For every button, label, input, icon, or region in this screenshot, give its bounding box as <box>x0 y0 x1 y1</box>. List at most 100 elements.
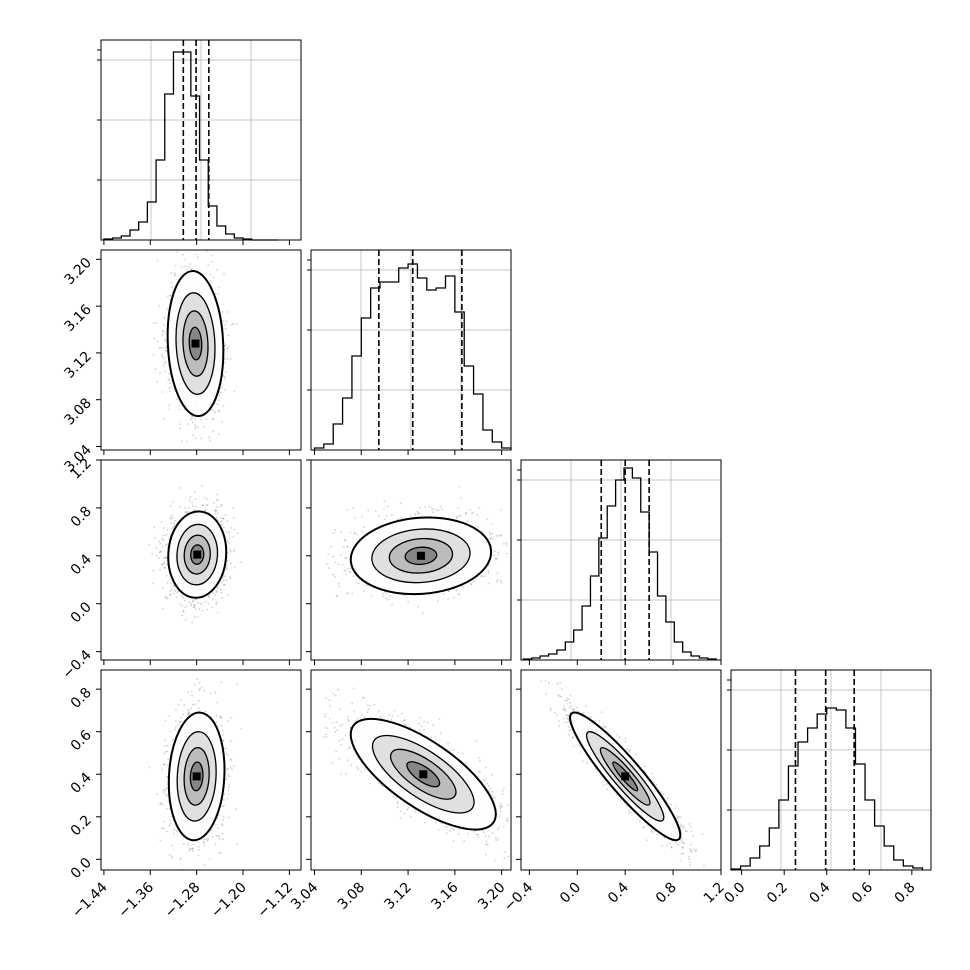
sample-point <box>356 533 359 536</box>
sample-point <box>161 333 164 336</box>
sample-point <box>166 528 169 531</box>
sample-point <box>194 253 197 256</box>
sample-point <box>164 370 166 373</box>
sample-point <box>346 546 348 548</box>
sample-point <box>499 579 502 582</box>
sample-point <box>228 531 230 534</box>
sample-point <box>165 534 168 536</box>
sample-point <box>179 423 182 425</box>
density-peak <box>191 339 200 348</box>
sample-point <box>163 562 166 564</box>
sample-point <box>481 530 484 533</box>
sample-point <box>192 434 195 437</box>
sample-point <box>437 600 439 602</box>
sample-point <box>345 557 347 559</box>
sample-point <box>225 531 228 533</box>
sample-point <box>385 515 388 517</box>
sample-point <box>158 540 161 542</box>
sample-point <box>194 608 197 611</box>
sample-point <box>440 506 443 508</box>
sample-point <box>185 268 188 271</box>
sample-point <box>407 601 410 603</box>
sample-point <box>342 546 345 549</box>
sample-point <box>169 594 171 596</box>
sample-point <box>470 583 472 586</box>
sample-point <box>230 527 233 529</box>
sample-point <box>204 236 206 238</box>
sample-point <box>208 858 211 860</box>
sample-point <box>326 563 328 566</box>
sample-point <box>168 372 171 375</box>
sample-point <box>240 728 243 730</box>
sample-point <box>167 378 170 380</box>
sample-point <box>169 382 172 384</box>
panel-frame <box>100 39 302 241</box>
sample-point <box>347 567 350 570</box>
sample-point <box>172 516 174 519</box>
sample-point <box>207 595 210 597</box>
sample-point <box>215 834 218 837</box>
sample-point <box>162 324 165 326</box>
sample-point <box>159 803 161 805</box>
sample-point <box>194 683 197 686</box>
sample-point <box>457 507 460 510</box>
sample-point <box>190 603 193 606</box>
sample-point <box>205 838 208 840</box>
sample-point <box>163 362 166 365</box>
sample-point <box>163 566 166 569</box>
sample-point <box>161 545 164 548</box>
sample-point <box>466 520 469 522</box>
sample-point <box>215 509 218 512</box>
sample-point <box>227 816 230 819</box>
sample-point <box>220 505 223 508</box>
sample-point <box>500 581 503 584</box>
sample-point <box>228 537 231 540</box>
sample-point <box>188 506 190 509</box>
sample-point <box>456 516 459 518</box>
sample-point <box>240 561 242 564</box>
sample-point <box>330 545 332 548</box>
sample-point <box>163 821 165 823</box>
sample-point <box>166 563 169 566</box>
sample-point <box>415 514 417 517</box>
sample-point <box>151 552 154 555</box>
sample-point <box>168 404 171 407</box>
sample-point <box>471 512 473 515</box>
sample-point <box>220 591 223 594</box>
sample-point <box>194 418 197 420</box>
sample-point <box>341 563 344 566</box>
sample-point <box>166 543 169 546</box>
sample-point <box>219 517 222 519</box>
sample-point <box>158 347 161 349</box>
density-peak <box>193 550 202 559</box>
sample-point <box>457 593 460 595</box>
sample-point <box>470 583 473 585</box>
sample-point <box>231 323 233 326</box>
sample-point <box>223 526 225 529</box>
sample-point <box>224 514 227 516</box>
sample-point <box>192 599 195 602</box>
sample-point <box>465 512 467 515</box>
sample-point <box>192 606 195 609</box>
sample-point <box>361 530 364 533</box>
sample-point <box>170 522 173 524</box>
sample-point <box>491 538 494 541</box>
sample-point <box>220 503 223 506</box>
sample-point <box>351 592 354 595</box>
sample-point <box>226 559 229 562</box>
sample-point <box>187 423 189 425</box>
sample-point <box>192 843 195 846</box>
sample-point <box>233 550 236 553</box>
sample-point <box>197 854 200 857</box>
sample-point <box>494 550 496 553</box>
sample-point <box>162 587 165 590</box>
sample-point <box>460 497 462 499</box>
sample-point <box>197 601 200 604</box>
sample-point <box>432 511 434 514</box>
sample-point <box>336 595 339 597</box>
sample-point <box>164 360 167 363</box>
sample-point <box>194 603 196 606</box>
sample-point <box>226 348 229 350</box>
sample-point <box>334 575 337 578</box>
sample-point <box>234 566 237 569</box>
